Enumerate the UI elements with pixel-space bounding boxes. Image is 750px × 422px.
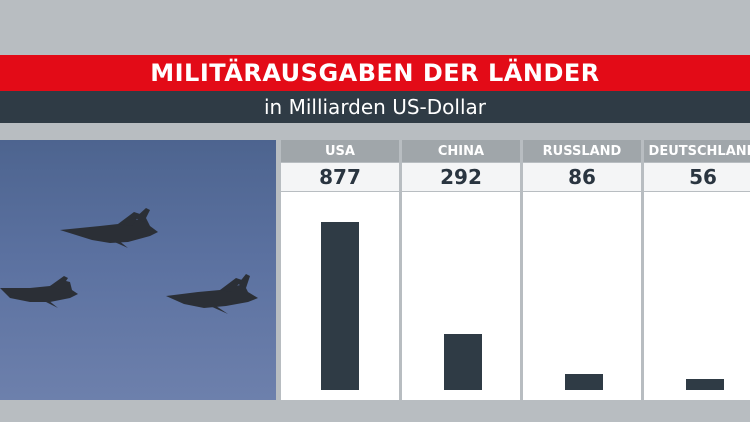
bar-area: [281, 192, 399, 400]
title-band: MILITÄRAUSGABEN DER LÄNDER: [0, 55, 750, 91]
value-label: 86: [523, 163, 641, 191]
chart-title: MILITÄRAUSGABEN DER LÄNDER: [150, 59, 600, 87]
category-label: RUSSLAND: [523, 140, 641, 162]
column-deutschland: DEUTSCHLAND 56: [644, 140, 750, 400]
bar-area: [644, 192, 750, 400]
category-label: DEUTSCHLAND: [644, 140, 750, 162]
value-label: 292: [402, 163, 520, 191]
bar-area: [523, 192, 641, 400]
value-label: 56: [644, 163, 750, 191]
bar-russland: [565, 374, 603, 390]
subtitle-band: in Milliarden US-Dollar: [0, 91, 750, 123]
column-russland: RUSSLAND 86: [523, 140, 641, 400]
bar-deutschland: [686, 379, 724, 390]
category-label: CHINA: [402, 140, 520, 162]
category-label: USA: [281, 140, 399, 162]
bar-area: [402, 192, 520, 400]
fighter-jets-photo: [0, 140, 276, 400]
bar-china: [444, 334, 482, 390]
chart-panel: USA 877 CHINA 292 RUSSLAND 86 DEUTSCHLAN…: [281, 140, 750, 400]
bar-usa: [321, 222, 359, 390]
column-usa: USA 877: [281, 140, 399, 400]
fighter-jets-icon: [0, 208, 258, 314]
value-label: 877: [281, 163, 399, 191]
column-china: CHINA 292: [402, 140, 520, 400]
chart-subtitle: in Milliarden US-Dollar: [263, 95, 486, 119]
